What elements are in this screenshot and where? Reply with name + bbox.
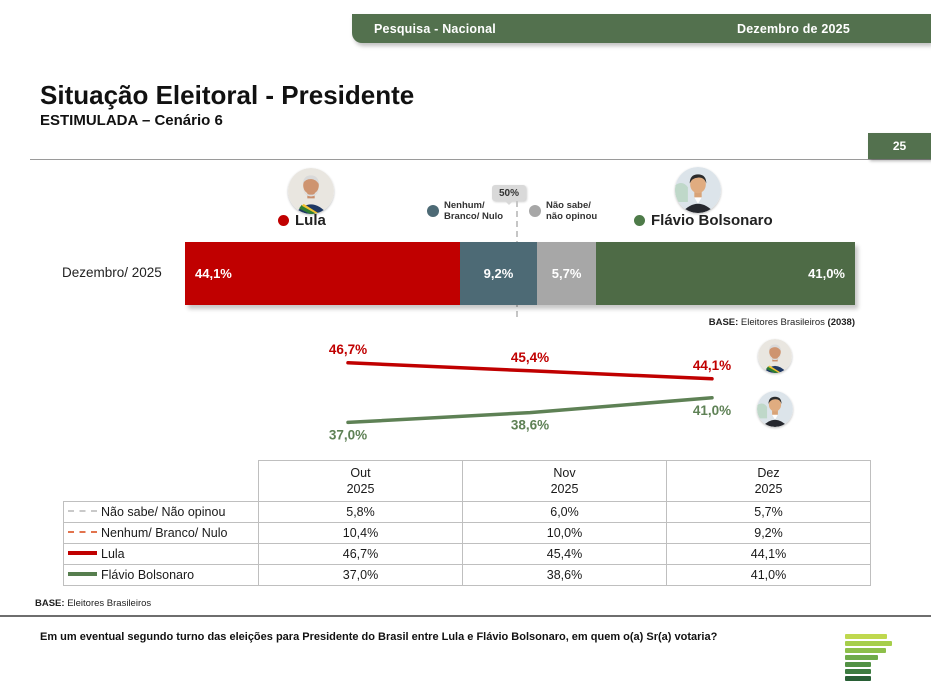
bar-segment-3: 41,0%	[596, 242, 855, 305]
table-header-row: Out 2025 Nov 2025 Dez 2025	[64, 460, 871, 502]
table-row: Não sabe/ Não opinou 5,8% 6,0% 5,7%	[63, 501, 871, 523]
table-header-nov: Nov 2025	[462, 460, 667, 502]
trend-point-label: 38,6%	[511, 418, 549, 433]
page-subtitle: ESTIMULADA – Cenário 6	[40, 112, 223, 129]
legend-nenhum: Nenhum/ Branco/ Nulo	[427, 200, 503, 222]
logo-bar-5	[845, 669, 871, 674]
header-right-label: Dezembro de 2025	[737, 21, 850, 36]
survey-question: Em um eventual segundo turno das eleiçõe…	[40, 631, 718, 643]
header-ribbon: Pesquisa - Nacional Dezembro de 2025	[352, 14, 931, 43]
parana-pesquisas-logo	[845, 634, 905, 684]
table-cell-value: 5,8%	[258, 501, 463, 523]
flavio-photo-small	[757, 391, 793, 427]
nao-sabe-dot-icon	[529, 205, 541, 217]
lula-photo-small	[758, 339, 792, 373]
legend-nao-sabe: Não sabe/ não opinou	[529, 200, 597, 222]
nenhum-dot-icon	[427, 205, 439, 217]
table-row-label: Lula	[63, 543, 259, 565]
trend-point-label: 41,0%	[693, 403, 731, 418]
logo-bar-6	[845, 676, 871, 681]
lula-photo-graphic	[288, 168, 334, 214]
table-cell-value: 10,0%	[462, 522, 667, 544]
bar-segment-value: 44,1%	[195, 266, 232, 281]
legend-flavio: Flávio Bolsonaro	[634, 212, 773, 229]
bar-segment-1: 9,2%	[459, 242, 538, 305]
table-row: Nenhum/ Branco/ Nulo 10,4% 10,0% 9,2%	[63, 522, 871, 544]
lula-dot-icon	[278, 215, 289, 226]
trend-point-label: 46,7%	[329, 342, 367, 357]
flavio-dot-icon	[634, 215, 645, 226]
reference-50pct-label: 50%	[498, 187, 519, 199]
logo-bar-0	[845, 634, 887, 639]
table-cell-value: 41,0%	[666, 564, 871, 586]
table-cell-value: 6,0%	[462, 501, 667, 523]
logo-bar-3	[845, 655, 878, 660]
table-row: Lula 46,7% 45,4% 44,1%	[63, 543, 871, 565]
table-row-label: Flávio Bolsonaro	[63, 564, 259, 586]
results-table: Out 2025 Nov 2025 Dez 2025 Não sabe/ Não op…	[63, 460, 871, 586]
reference-50pct-tab: 50%	[492, 185, 526, 205]
trend-point-label: 37,0%	[329, 427, 367, 442]
flavio-photo	[675, 167, 721, 213]
legend-flavio-label: Flávio Bolsonaro	[651, 212, 773, 229]
table-cell-value: 10,4%	[258, 522, 463, 544]
dashed-gray-line-icon	[68, 509, 97, 512]
flavio-photo-graphic	[675, 167, 721, 213]
trend-line-0	[346, 361, 714, 381]
table-cell-value: 38,6%	[462, 564, 667, 586]
header-left-label: Pesquisa - Nacional	[374, 21, 496, 36]
table-row: Flávio Bolsonaro 37,0% 38,6% 41,0%	[63, 564, 871, 586]
table-cell-value: 5,7%	[666, 501, 871, 523]
bar-base-note: BASE: Eleitores Brasileiros (2038)	[708, 317, 855, 328]
trend-chart-canvas: 46,7% 45,4% 44,1% 37,0% 38,6% 41,0%	[329, 342, 731, 443]
footer-divider	[0, 615, 931, 617]
bar-segment-0: 44,1%	[185, 242, 460, 305]
solid-green-line-icon	[68, 571, 97, 576]
table-row-label: Nenhum/ Branco/ Nulo	[63, 522, 259, 544]
table-header-blank	[64, 461, 259, 502]
footer-base-note: BASE: Eleitores Brasileiros	[35, 598, 152, 609]
lula-photo	[288, 168, 334, 214]
trend-point-label: 45,4%	[511, 350, 549, 365]
table-cell-value: 37,0%	[258, 564, 463, 586]
logo-bar-2	[845, 648, 886, 653]
table-cell-value: 46,7%	[258, 543, 463, 565]
legend-lula: Lula	[278, 212, 326, 229]
dashed-orange-line-icon	[68, 530, 97, 533]
table-header-out: Out 2025	[258, 460, 463, 502]
legend-nao-sabe-label: Não sabe/ não opinou	[546, 200, 598, 222]
page-number-badge: 25	[868, 133, 931, 159]
legend-nenhum-label: Nenhum/ Branco/ Nulo	[444, 200, 504, 222]
table-row-label: Não sabe/ Não opinou	[63, 501, 259, 523]
table-cell-value: 9,2%	[666, 522, 871, 544]
legend-lula-label: Lula	[295, 212, 326, 229]
stacked-bar: 44,1% 9,2% 5,7% 41,0%	[185, 242, 855, 305]
trend-line-1	[346, 396, 714, 425]
table-cell-value: 45,4%	[462, 543, 667, 565]
bar-segment-value: 9,2%	[483, 266, 514, 281]
logo-bar-1	[845, 641, 892, 646]
table-cell-value: 44,1%	[666, 543, 871, 565]
bar-category-label: Dezembro/ 2025	[62, 265, 162, 280]
trend-chart: 46,7% 45,4% 44,1% 37,0% 38,6% 41,0%	[300, 333, 800, 461]
page-title: Situação Eleitoral - Presidente	[40, 80, 415, 110]
bar-segment-value: 5,7%	[551, 266, 582, 281]
title-divider	[30, 159, 931, 160]
solid-red-line-icon	[68, 550, 97, 555]
bar-segment-2: 5,7%	[537, 242, 597, 305]
table-header-dez: Dez 2025	[666, 460, 871, 502]
trend-point-label: 44,1%	[693, 358, 731, 373]
logo-bar-4	[845, 662, 871, 667]
bar-segment-value: 41,0%	[808, 266, 845, 281]
